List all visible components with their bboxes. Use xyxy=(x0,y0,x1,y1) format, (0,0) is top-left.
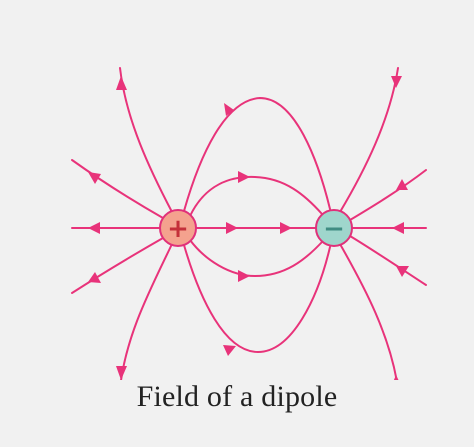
field-line-right-down xyxy=(339,243,398,380)
field-line-left-upper-diag xyxy=(71,159,164,219)
field-line-lower-inner xyxy=(189,239,323,278)
field-line-left-lower-diag xyxy=(71,237,164,294)
arrow-left-up xyxy=(116,76,127,90)
positive-charge-sign: + xyxy=(167,214,189,244)
field-line-right-upper-diag xyxy=(349,169,427,221)
arrow-right-up xyxy=(391,76,402,88)
positive-charge: + xyxy=(159,209,197,247)
arrow-right-axis xyxy=(392,222,404,234)
field-line-upper-inner xyxy=(189,175,323,217)
field-line-right-up xyxy=(339,67,399,213)
field-diagram: + − xyxy=(71,67,427,380)
field-line-right-lower-diag xyxy=(349,235,427,286)
figure-caption: Field of a dipole xyxy=(136,380,338,413)
arrow-lower-inner xyxy=(238,270,250,282)
arrow-upper-inner xyxy=(238,171,250,183)
field-line-lower-outer xyxy=(183,244,331,354)
arrow-lower-outer xyxy=(223,345,236,356)
arrow-right-lower-diag xyxy=(396,266,409,277)
arrow-right-upper-diag xyxy=(396,179,408,190)
field-line-left-up xyxy=(119,67,173,213)
arrow-right-down xyxy=(393,375,399,380)
negative-charge-sign: − xyxy=(323,214,345,244)
field-line-left-down xyxy=(120,243,173,380)
arrow-upper-outer xyxy=(224,103,234,116)
arrow-left-axis xyxy=(88,222,100,234)
arrow-axis-1 xyxy=(226,222,238,234)
arrow-left-lower-diag xyxy=(88,272,101,283)
arrow-left-upper-diag xyxy=(88,172,101,184)
field-line-upper-outer xyxy=(183,96,331,212)
arrow-axis-2 xyxy=(280,222,292,234)
arrow-left-down xyxy=(116,366,127,380)
negative-charge: − xyxy=(315,209,353,247)
